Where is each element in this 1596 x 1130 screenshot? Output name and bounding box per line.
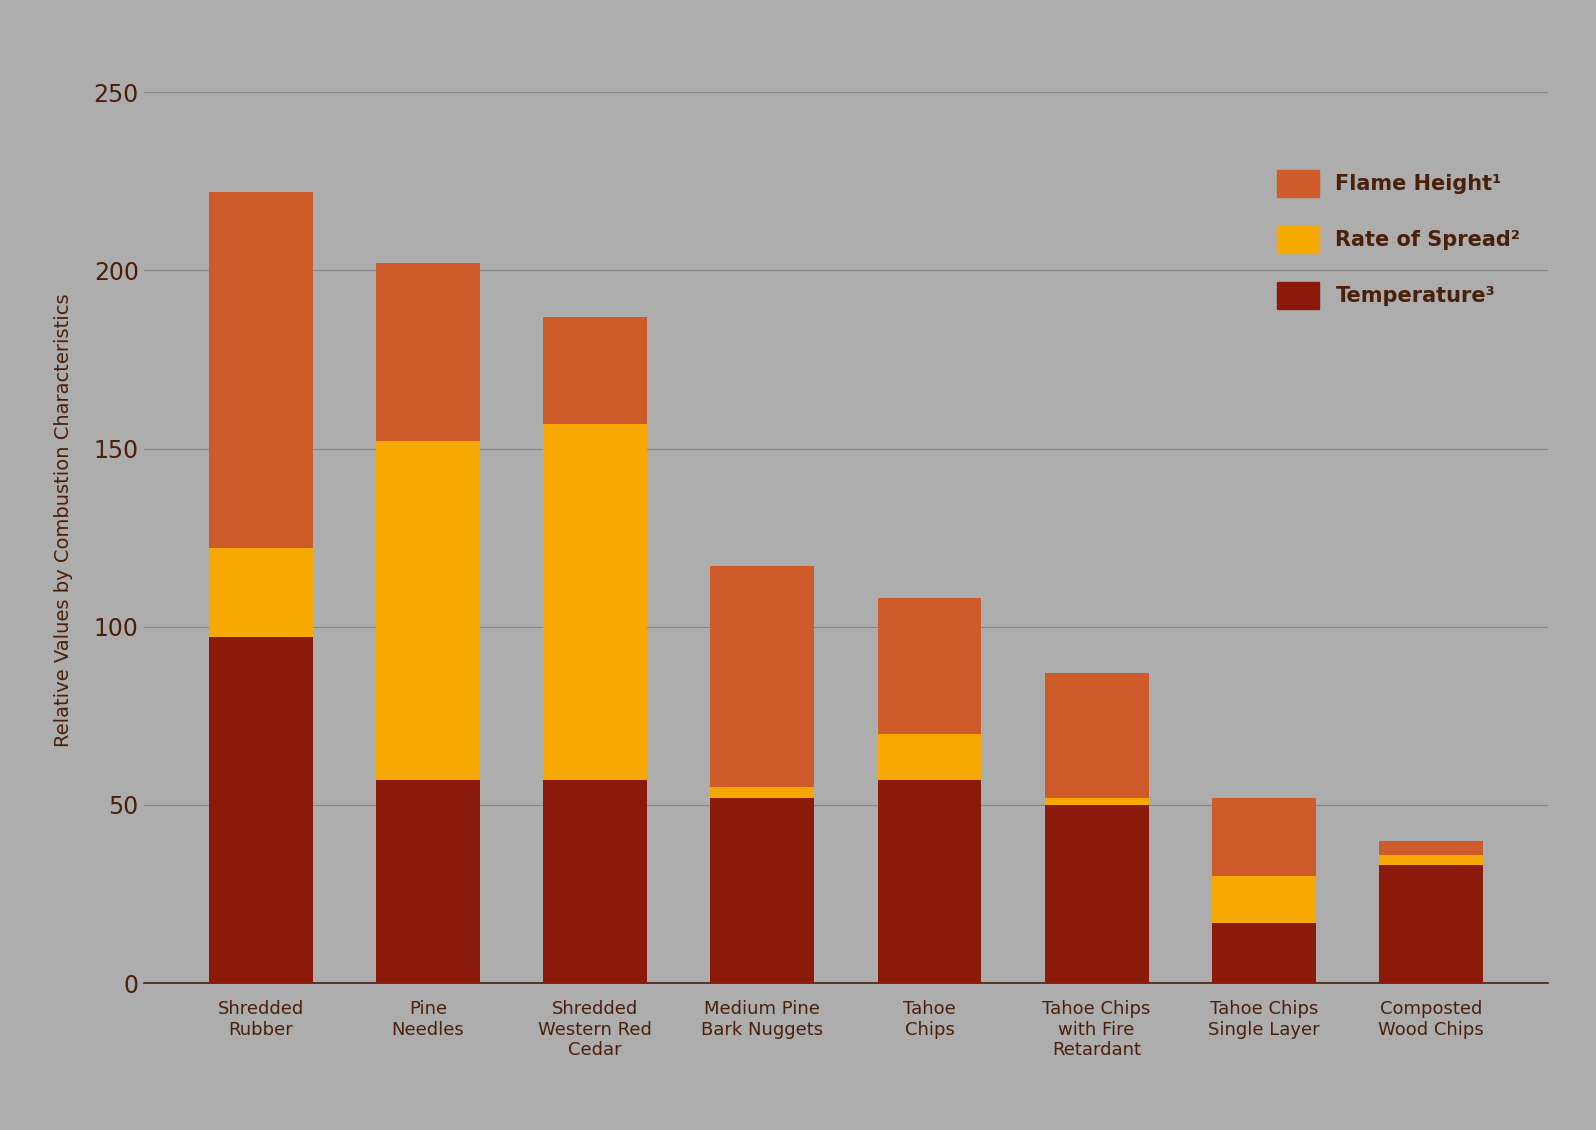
Bar: [878, 598, 982, 733]
Legend: Flame Height¹, Rate of Spread², Temperature³: Flame Height¹, Rate of Spread², Temperat…: [1267, 159, 1531, 319]
Bar: [543, 316, 646, 424]
Bar: [1379, 866, 1483, 983]
Bar: [377, 780, 480, 983]
Bar: [377, 263, 480, 442]
Bar: [543, 424, 646, 780]
Bar: [878, 733, 982, 780]
Bar: [1379, 854, 1483, 866]
Bar: [209, 192, 313, 548]
Bar: [1045, 798, 1149, 805]
Bar: [710, 566, 814, 788]
Bar: [1379, 841, 1483, 854]
Bar: [1045, 805, 1149, 983]
Bar: [209, 548, 313, 637]
Y-axis label: Relative Values by Combustion Characteristics: Relative Values by Combustion Characteri…: [54, 293, 73, 747]
Bar: [377, 442, 480, 780]
Bar: [878, 780, 982, 983]
Bar: [543, 780, 646, 983]
Bar: [710, 798, 814, 983]
Bar: [209, 637, 313, 983]
Bar: [1045, 673, 1149, 798]
Bar: [1211, 876, 1315, 922]
Bar: [1211, 798, 1315, 876]
Bar: [710, 788, 814, 798]
Bar: [1211, 922, 1315, 983]
